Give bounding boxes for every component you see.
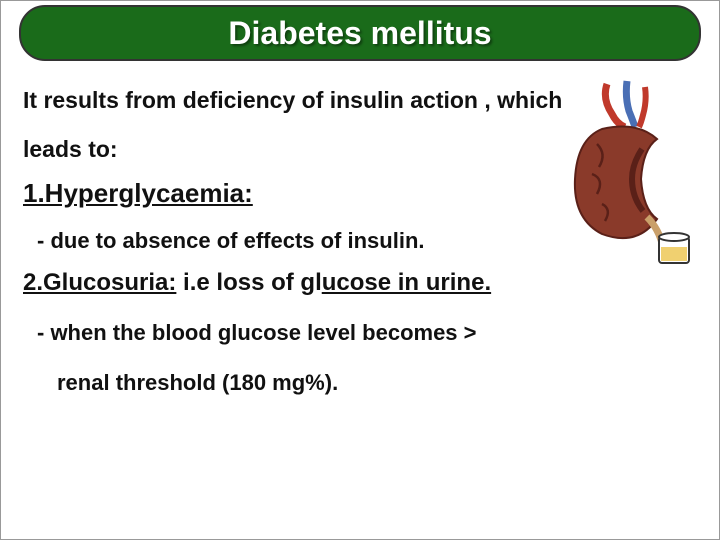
section2-heading: 2.Glucosuria: [23,269,176,296]
kidney-illustration [547,79,697,269]
artery-icon [605,84,625,127]
artery2-icon [639,87,646,127]
vein-icon [626,81,635,127]
title-bar: Diabetes mellitus [1,1,719,65]
beaker-fluid-icon [661,247,687,261]
section2-inline-plain: i.e loss of gl [176,269,321,296]
section2-inline-under: ucose in urine. [322,269,491,296]
section2-bullet-line1: - when the blood glucose level becomes > [37,311,697,355]
beaker-rim-icon [659,233,689,241]
kidney-body-icon [575,127,657,239]
page-title: Diabetes mellitus [228,15,491,52]
section2-line: 2.Glucosuria: i.e loss of glucose in uri… [23,269,697,297]
section2-bullet-line2: renal threshold (180 mg%). [57,361,697,405]
